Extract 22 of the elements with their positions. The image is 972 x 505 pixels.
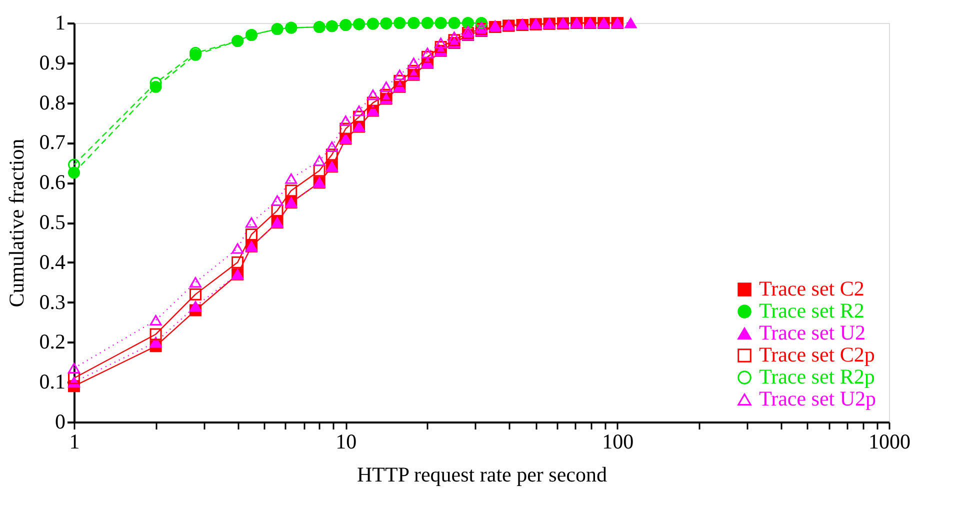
- x-tick-label: 10: [336, 430, 357, 454]
- y-tick-label: 0.8: [39, 90, 66, 114]
- x-axis-title: HTTP request rate per second: [357, 462, 608, 486]
- y-tick-label: 0.3: [39, 290, 66, 314]
- legend-label: Trace set R2p: [759, 364, 875, 388]
- legend-label: Trace set C2p: [759, 342, 875, 366]
- legend-label: Trace set C2: [759, 276, 864, 300]
- y-tick-label: 0.2: [39, 330, 66, 354]
- legend-label: Trace set U2p: [759, 386, 876, 410]
- y-tick-label: 0.7: [39, 130, 66, 154]
- y-tick-label: 0.6: [39, 170, 66, 194]
- y-tick-label: 0.4: [39, 250, 66, 274]
- legend-label: Trace set R2: [759, 298, 864, 322]
- x-tick-label: 1000: [868, 430, 910, 454]
- y-tick-label: 0: [55, 410, 66, 434]
- y-axis-title: Cumulative fraction: [4, 138, 28, 308]
- x-tick-label: 100: [602, 430, 634, 454]
- y-tick-label: 0.9: [39, 50, 66, 74]
- y-tick-label: 1: [55, 10, 66, 34]
- legend-label: Trace set U2: [759, 320, 866, 344]
- y-tick-label: 0.1: [39, 370, 66, 394]
- y-tick-label: 0.5: [39, 210, 66, 234]
